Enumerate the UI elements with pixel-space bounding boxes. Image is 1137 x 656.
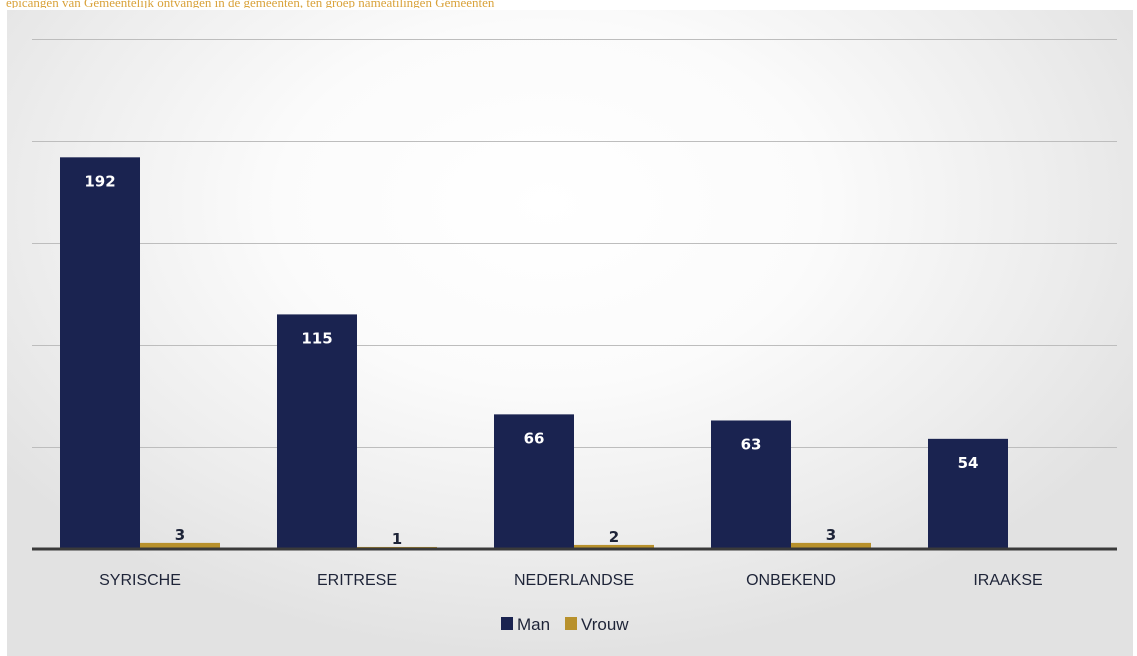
data-label-man: 192 <box>84 172 115 190</box>
data-label-vrouw: 3 <box>175 526 185 544</box>
legend-label-vrouw: Vrouw <box>581 615 629 634</box>
bar-man <box>60 157 140 549</box>
legend-label-man: Man <box>517 615 550 634</box>
chart-panel: 192 3 SYRISCHE 115 1 ERITRESE 66 2 NEDERLANDSE 63… <box>7 10 1133 656</box>
category-label: NEDERLANDSE <box>514 572 634 589</box>
category-label: SYRISCHE <box>99 572 181 589</box>
category-label: ONBEKEND <box>746 572 836 589</box>
bar-vrouw <box>791 542 871 549</box>
data-label-vrouw: 2 <box>609 528 619 546</box>
legend-swatch-man <box>501 617 513 630</box>
legend-swatch-vrouw <box>565 617 577 630</box>
category-label: ERITRESE <box>317 572 397 589</box>
bar-vrouw <box>574 544 654 549</box>
bar-man <box>928 438 1008 549</box>
data-label-vrouw: 3 <box>826 526 836 544</box>
data-label-man: 54 <box>958 454 979 472</box>
data-label-man: 63 <box>741 435 762 453</box>
data-label-man: 115 <box>301 329 332 347</box>
cropped-caption: epicangen van Gemeentelijk ontvangen in … <box>6 0 495 8</box>
bar-vrouw <box>140 542 220 549</box>
data-label-man: 66 <box>524 429 545 447</box>
bar-man <box>277 314 357 549</box>
bar-man <box>494 414 574 549</box>
bar-man <box>711 420 791 549</box>
bar-chart: 192 3 SYRISCHE 115 1 ERITRESE 66 2 NEDERLANDSE 63… <box>32 39 1117 634</box>
category-label: IRAAKSE <box>973 572 1042 589</box>
data-label-vrouw: 1 <box>392 530 402 548</box>
